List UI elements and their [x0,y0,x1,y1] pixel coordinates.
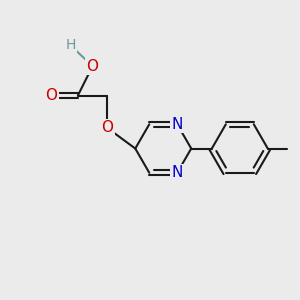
Text: H: H [65,38,76,52]
Text: O: O [101,120,113,135]
Text: N: N [172,165,183,180]
Text: N: N [172,117,183,132]
Text: O: O [87,58,99,74]
Text: O: O [45,88,57,103]
